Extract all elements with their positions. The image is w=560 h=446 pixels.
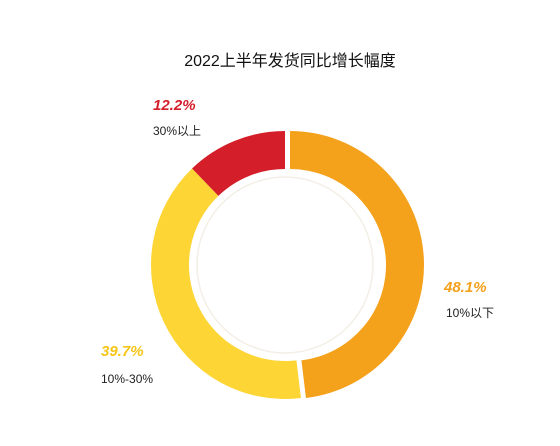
value-label: 39.7%: [101, 343, 144, 360]
category-label: 10%-30%: [101, 372, 153, 386]
inner-ring: [196, 176, 374, 354]
donut-slice: [290, 131, 424, 399]
chart-title: 2022上半年发货同比增长幅度: [184, 52, 396, 70]
category-label: 10%以下: [446, 306, 494, 320]
value-label: 12.2%: [153, 97, 196, 114]
donut-slice: [192, 131, 285, 196]
value-label: 48.1%: [443, 279, 487, 296]
donut-slice: [151, 168, 301, 399]
category-label: 30%以上: [153, 124, 201, 138]
